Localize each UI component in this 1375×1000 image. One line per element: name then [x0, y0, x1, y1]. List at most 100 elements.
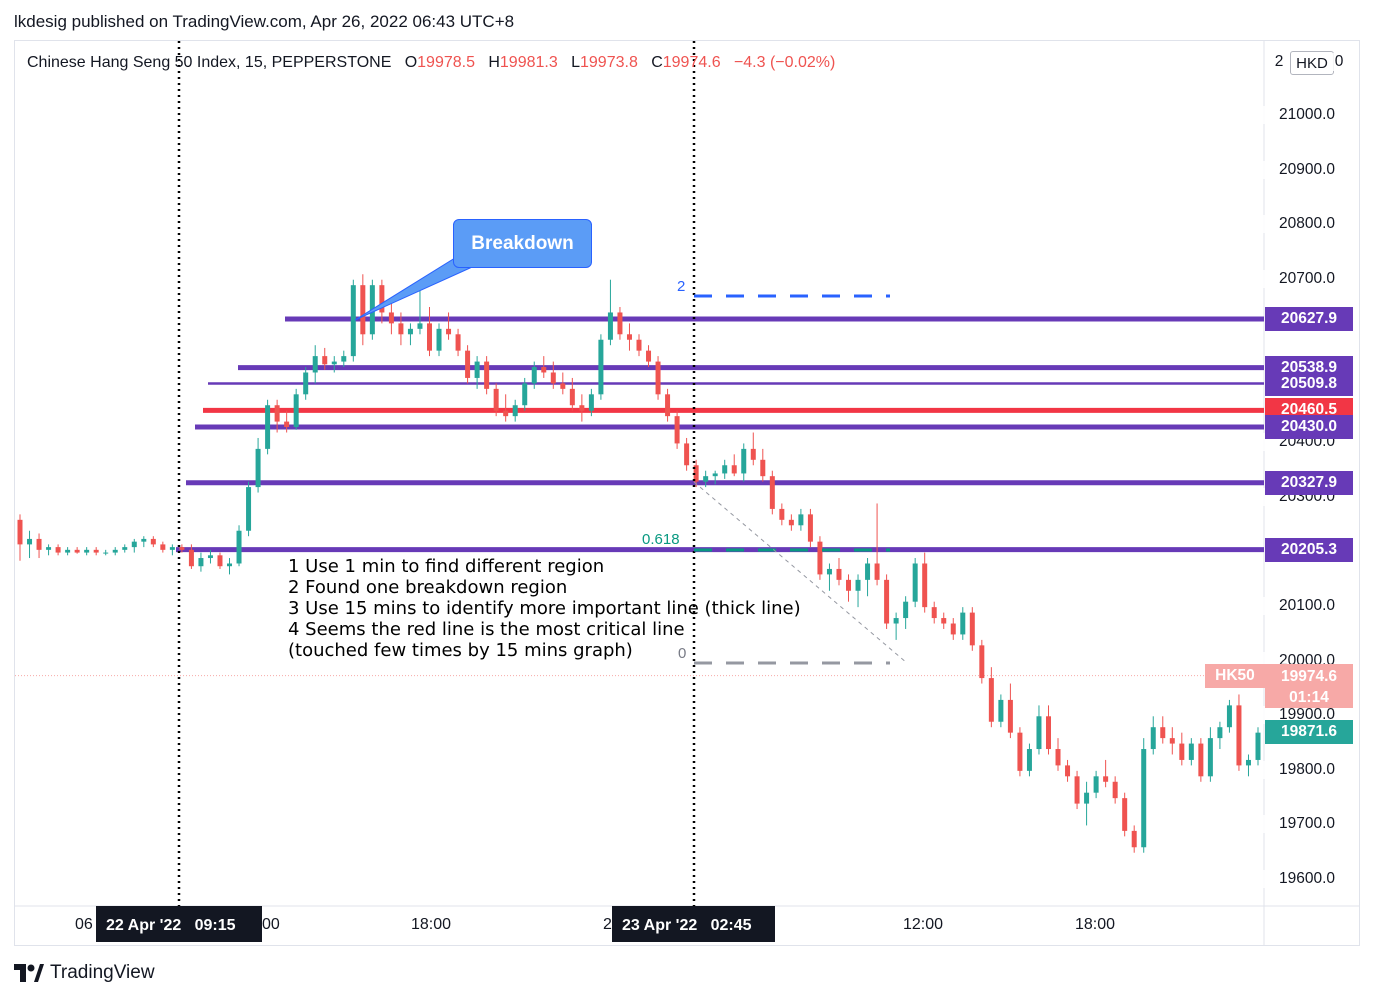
candle	[1255, 727, 1261, 766]
tradingview-logo[interactable]: TradingView	[14, 962, 155, 984]
last-price-value: 19974.6	[1280, 668, 1338, 685]
candle-body	[388, 312, 394, 324]
last-price-countdown: 01:14	[1289, 689, 1329, 706]
candle	[27, 530, 33, 559]
candle-body	[426, 323, 432, 351]
candle-body	[436, 328, 442, 351]
candle	[1207, 727, 1213, 782]
candle	[750, 432, 756, 466]
candle-body	[931, 607, 937, 619]
candle-body	[84, 549, 90, 553]
candle-body	[1007, 699, 1013, 733]
candle-body	[474, 361, 480, 378]
currency-button[interactable]: HKD	[1290, 51, 1334, 75]
candle-body	[1188, 743, 1194, 760]
candle-body	[722, 465, 728, 474]
candle-body	[969, 612, 975, 646]
candle	[626, 323, 632, 351]
candle	[265, 399, 271, 455]
level-tag: 20430.0	[1265, 415, 1353, 440]
candle	[341, 350, 347, 368]
time-tick-4: 2	[603, 916, 612, 933]
note-line-2: 2 Found one breakdown region	[288, 577, 568, 598]
candle-body	[1150, 727, 1156, 750]
candle	[1217, 721, 1223, 750]
time-tick-5: 12:00	[903, 916, 944, 933]
candle-body	[1065, 765, 1071, 777]
level-tag: 20327.9	[1265, 470, 1353, 495]
candle-body	[446, 328, 452, 335]
candle-body	[560, 383, 566, 389]
candle-body	[1017, 732, 1023, 771]
candle	[493, 383, 499, 417]
candle	[531, 361, 537, 389]
candle	[950, 618, 956, 640]
candle	[855, 574, 861, 608]
candle-body	[122, 547, 128, 550]
candle-body	[579, 405, 585, 411]
low-value: 19973.8	[580, 54, 638, 71]
candle-body	[979, 645, 985, 679]
candle-body	[188, 549, 194, 567]
candle-body	[646, 350, 652, 362]
candle	[1112, 776, 1118, 804]
candle-body	[27, 538, 33, 545]
candle	[131, 538, 137, 553]
candle	[426, 307, 432, 357]
candle	[579, 394, 585, 422]
candle	[598, 334, 604, 400]
candle-body	[55, 547, 61, 553]
published-header: lkdesig published on TradingView.com, Ap…	[14, 12, 515, 31]
candle	[1122, 792, 1128, 837]
candle-body	[665, 394, 671, 417]
candle	[103, 549, 109, 556]
candle-body	[274, 405, 280, 422]
candle	[522, 377, 528, 411]
candle-body	[626, 334, 632, 340]
candle	[541, 356, 547, 378]
candle	[788, 514, 794, 531]
candle	[274, 399, 280, 433]
price-tick-label: 19800.0	[1262, 760, 1352, 779]
annotation-notes[interactable]: 1 Use 1 min to find different region 2 F…	[288, 556, 801, 661]
candle-body	[1026, 749, 1032, 771]
candle-body	[865, 563, 871, 580]
candle-body	[1179, 743, 1185, 760]
candle-body	[569, 388, 575, 406]
candle-body	[922, 563, 928, 608]
candle	[55, 544, 61, 556]
candle-body	[893, 618, 899, 624]
candle-body	[207, 555, 213, 559]
candle	[436, 323, 442, 357]
candle	[1160, 716, 1166, 744]
candle	[826, 563, 832, 591]
candle-body	[693, 465, 699, 482]
candle	[322, 347, 328, 370]
candle	[893, 612, 899, 640]
candle-body	[817, 541, 823, 575]
breakdown-callout[interactable]: Breakdown	[453, 219, 592, 268]
candle-body	[512, 405, 518, 417]
candle	[941, 612, 947, 629]
candle	[665, 388, 671, 422]
candle	[1188, 738, 1194, 766]
candle	[417, 290, 423, 335]
candle	[588, 388, 594, 417]
symbol-legend: Chinese Hang Seng 50 Index, 15, PEPPERST…	[27, 54, 835, 72]
candle-body	[903, 601, 909, 619]
candle	[560, 372, 566, 395]
candle	[722, 459, 728, 479]
candle-body	[846, 579, 852, 591]
candle-body	[341, 356, 347, 362]
candle	[741, 443, 747, 482]
candle	[17, 514, 23, 561]
candle	[1036, 705, 1042, 755]
candle	[407, 323, 413, 346]
candle	[1198, 738, 1204, 782]
candle-body	[788, 519, 794, 526]
candle	[84, 547, 90, 556]
time-crosshair-right: 23 Apr '22 02:45	[612, 906, 775, 942]
candle-body	[998, 699, 1004, 722]
candle	[731, 454, 737, 477]
